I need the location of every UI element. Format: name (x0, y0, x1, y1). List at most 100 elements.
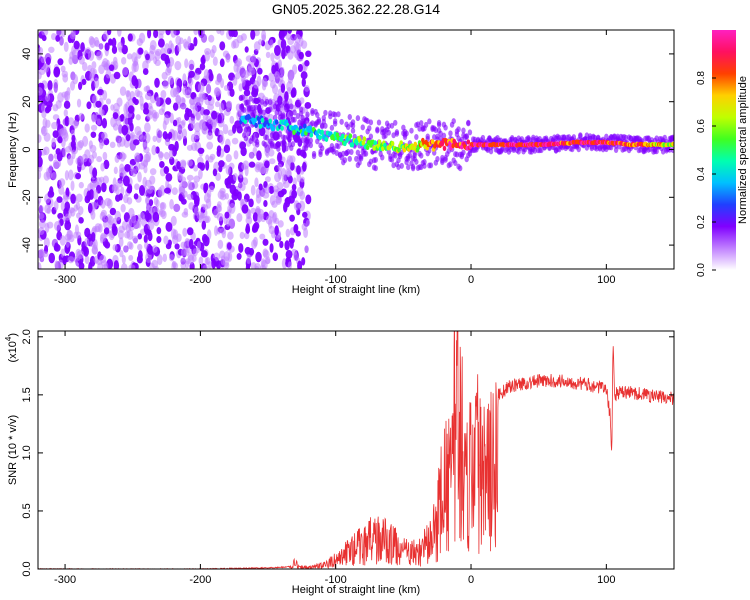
spectrogram-cell (131, 235, 139, 242)
spectrogram-cell (393, 152, 398, 159)
spectrogram-cell (38, 60, 43, 71)
spectrogram-cell (188, 70, 196, 78)
spectrogram-cell (184, 58, 189, 69)
spectrogram-cell (301, 257, 306, 266)
spectrogram-cell (255, 132, 260, 139)
spectrogram-cell (212, 56, 218, 66)
colorbar-gradient (712, 30, 736, 270)
spectrogram-cell (64, 170, 69, 181)
spectrogram-cell (248, 151, 255, 159)
spectrogram-cell (182, 190, 188, 198)
spectrogram-cell (277, 131, 283, 138)
spectrogram-cell (112, 244, 118, 252)
spectrogram-cell (413, 141, 418, 147)
spectrogram-cell (96, 156, 103, 163)
spectrogram-cell (291, 183, 297, 191)
spectrogram-cell (281, 48, 286, 60)
spectrogram-cell (430, 139, 435, 145)
spectrogram-cell (77, 140, 85, 149)
spectrogram-cell (263, 180, 268, 189)
spectrogram-cell (157, 38, 165, 48)
spectrogram-cell (236, 213, 243, 223)
spectrogram-cell (274, 44, 281, 56)
spectrogram-cell (287, 30, 292, 35)
spectrogram-cell (160, 53, 168, 61)
spectrogram-cell (423, 121, 429, 128)
spectrogram-cell (38, 169, 42, 180)
spectrogram-cell (178, 193, 183, 202)
spectrogram-cell (38, 248, 45, 260)
spectrogram-cell (56, 160, 62, 168)
spectrogram-cell (170, 215, 177, 227)
spectrogram-cell (70, 180, 75, 191)
spectrogram-cell (422, 158, 427, 165)
spectrogram-cell (277, 220, 284, 228)
spectrogram-cell (576, 146, 581, 153)
spectrogram-cell (274, 109, 279, 116)
spectrogram-cell (262, 77, 268, 88)
spectrogram-cell (365, 144, 370, 151)
spectrogram-cell (126, 197, 133, 205)
spectrogram-cell (212, 168, 218, 177)
spectrogram-cell (41, 35, 47, 42)
spectrogram-cell (355, 140, 359, 146)
spectrogram-cell (67, 117, 75, 126)
spectrogram-cell (76, 98, 82, 108)
spectrogram-cell (51, 137, 56, 148)
spectrogram-cell (121, 57, 127, 65)
spectrogram-cell (202, 264, 209, 269)
spectrogram-cell (159, 160, 165, 168)
spectrogram-cell (67, 155, 74, 166)
spectrogram-cell (218, 160, 225, 168)
spectrogram-cell (223, 84, 230, 91)
spectrogram-cell (301, 223, 308, 231)
spectrogram-cell (41, 30, 49, 37)
spectrogram-cell (240, 94, 245, 101)
spectrogram-cell (63, 131, 69, 142)
spectrogram-cell (250, 207, 256, 214)
spectrogram-cell (304, 84, 310, 92)
spectrogram-cell (215, 79, 221, 86)
spectrogram-cell (99, 234, 107, 242)
spectrogram-cell (103, 159, 110, 170)
spectrogram-cell (139, 211, 145, 221)
spectrogram-cell (202, 114, 209, 121)
spectrogram-cell (131, 52, 138, 63)
spectrogram-cell (332, 111, 338, 118)
spectrogram-cell (182, 227, 188, 237)
spectrogram-cell (112, 123, 119, 131)
spectrogram-cell (231, 137, 239, 145)
spectrogram-cell (127, 33, 133, 42)
spectrogram-cell (159, 184, 166, 196)
spectrogram-cell (87, 50, 95, 61)
spectrogram-cell (417, 125, 422, 132)
spectrogram-cell (156, 227, 162, 235)
spectrogram-cell (65, 145, 72, 153)
spectrogram-cell (241, 77, 246, 87)
spectrogram-cell (160, 89, 167, 99)
spectrogram-cell (248, 161, 256, 168)
spectrogram-cell (134, 152, 141, 164)
spectrogram-cell (305, 50, 312, 58)
spectrogram-cell (96, 118, 101, 126)
spectrogram-cell (623, 134, 629, 141)
spectrogram-cell (132, 139, 140, 146)
spectrogram-cell (158, 108, 165, 116)
spectrogram-cell (286, 81, 294, 92)
spectrogram-cell (461, 149, 466, 156)
x-tick-label: -200 (189, 574, 211, 586)
spectrogram-cell (84, 123, 90, 133)
spectrogram-cell (98, 43, 104, 50)
spectrogram-cell (116, 97, 123, 107)
spectrogram-cell (466, 120, 471, 127)
spectrogram-cell (53, 66, 61, 78)
spectrogram-cell (291, 64, 298, 75)
spectrogram-cell (172, 102, 179, 111)
spectrogram-cell (285, 103, 291, 110)
spectrogram-cell (262, 191, 270, 199)
spectrogram-cell (211, 110, 218, 120)
spectrogram-cell (157, 151, 165, 158)
spectrogram-cell (284, 145, 289, 152)
spectrogram-cell (287, 130, 292, 137)
